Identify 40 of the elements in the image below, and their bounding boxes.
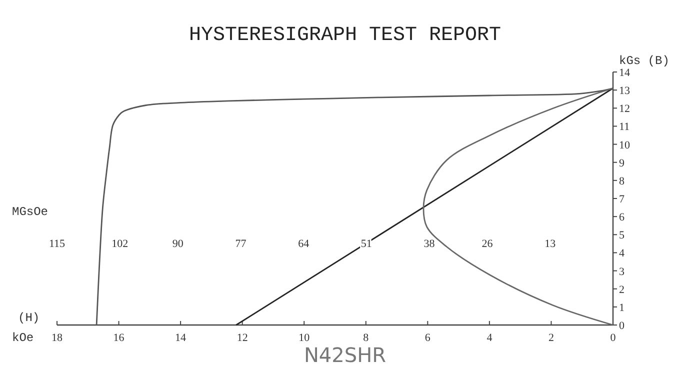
x-tick-label: 0 bbox=[610, 332, 616, 344]
x-tick-label: 8 bbox=[363, 332, 370, 344]
text: (H) bbox=[18, 311, 40, 325]
x2-tick-label: 102 bbox=[112, 238, 128, 250]
y-tick-label: 3 bbox=[619, 266, 625, 278]
x2-tick-label: 90 bbox=[172, 238, 184, 250]
y-tick-label: 7 bbox=[619, 194, 625, 206]
y-tick-label: 4 bbox=[619, 248, 625, 260]
x-tick-label: 4 bbox=[486, 332, 493, 344]
x-tick-label: 14 bbox=[175, 332, 187, 344]
y-tick-label: 1 bbox=[619, 302, 624, 314]
y-tick-label: 10 bbox=[619, 139, 630, 152]
x2-tick-label: 13 bbox=[544, 238, 556, 250]
y-tick-label: 11 bbox=[619, 121, 630, 134]
x-tick-label: 12 bbox=[236, 332, 248, 344]
line-series bbox=[96, 88, 614, 326]
y-tick-label: 13 bbox=[619, 85, 630, 98]
y-tick-label: 9 bbox=[619, 157, 625, 170]
y-axis-title: kGs (B) bbox=[619, 54, 670, 68]
x-axis-title: kOe bbox=[12, 331, 34, 345]
x2-tick-label: 38 bbox=[424, 238, 436, 250]
y-tick-label: 12 bbox=[619, 103, 630, 116]
x-tick-label: 16 bbox=[113, 332, 125, 344]
y-tick-label: 5 bbox=[619, 230, 625, 242]
x2-tick-label: 26 bbox=[482, 238, 494, 250]
x-tick-label: 10 bbox=[298, 332, 310, 344]
x2-tick-label: 115 bbox=[48, 238, 66, 250]
x2-axis-title: MGsOe bbox=[12, 205, 48, 219]
x2-tick-label: 64 bbox=[298, 238, 310, 250]
y-tick-label: 8 bbox=[619, 175, 625, 188]
y-tick-label: 0 bbox=[619, 320, 625, 332]
x-tick-label: 6 bbox=[424, 332, 431, 344]
x2-tick-label: 77 bbox=[235, 238, 247, 250]
y-tick-label: 2 bbox=[619, 284, 624, 296]
chart-title: HYSTERESIGRAPH TEST REPORT bbox=[188, 24, 502, 47]
y-tick-label: 14 bbox=[619, 67, 630, 79]
y-tick-label: 6 bbox=[619, 212, 625, 224]
x-tick-label: 2 bbox=[548, 332, 554, 344]
text: N42SHR bbox=[304, 343, 386, 367]
x-tick-label: 18 bbox=[52, 332, 63, 344]
